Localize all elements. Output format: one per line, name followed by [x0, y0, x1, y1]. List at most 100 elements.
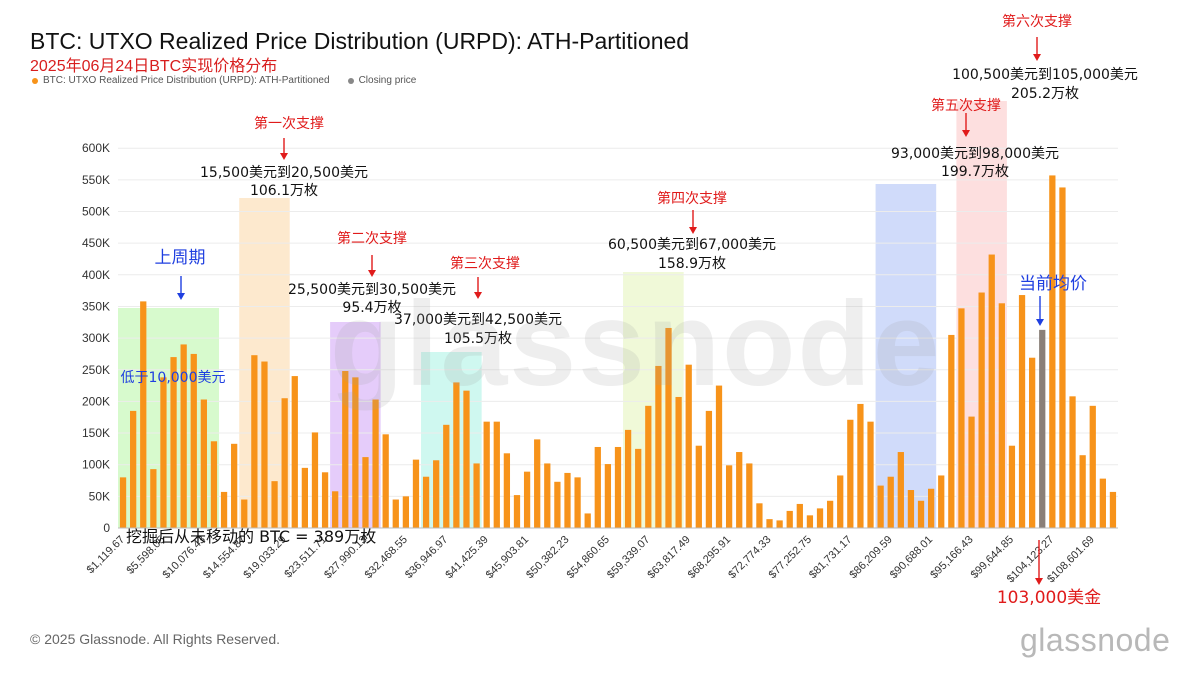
bar: [928, 488, 935, 528]
glassnode-logo: glassnode: [1020, 622, 1171, 658]
bar: [130, 410, 137, 528]
bar: [412, 459, 420, 528]
bar: [463, 390, 470, 528]
bar: [1069, 396, 1076, 528]
annotation-label: 106.1万枚: [250, 183, 318, 199]
bar: [231, 443, 238, 528]
bar: [473, 463, 480, 528]
annotation-label: 上周期: [155, 248, 206, 268]
bar: [150, 469, 157, 528]
y-tick-label: 50K: [89, 489, 110, 503]
x-tick-label: $1,119.67: [85, 534, 128, 577]
bar: [402, 496, 410, 528]
x-tick-label: $77,252.75: [767, 534, 814, 581]
annotation-label: 15,500美元到20,500美元: [200, 165, 368, 181]
legend-item-closing-price[interactable]: Closing price: [347, 75, 417, 86]
bar: [624, 429, 632, 528]
y-tick-label: 300K: [82, 331, 110, 345]
bar: [645, 405, 652, 528]
annotation-label: 103,000美金: [997, 588, 1101, 608]
bar: [1099, 478, 1106, 528]
bars: [119, 175, 1117, 529]
bar: [736, 452, 743, 528]
annotation-arrows: [177, 37, 1044, 585]
bar: [392, 499, 399, 528]
annotation-arrow-head: [177, 293, 185, 300]
bar: [483, 421, 490, 528]
bar: [513, 495, 521, 528]
bar: [968, 416, 975, 528]
bar: [291, 376, 298, 528]
annotation-arrow-head: [474, 292, 482, 299]
bar: [433, 460, 440, 528]
bar: [1029, 357, 1036, 528]
bar: [220, 491, 228, 528]
bar: [564, 472, 571, 528]
x-tick-label: $95,166.43: [928, 534, 975, 581]
x-tick-label: $54,860.65: [565, 534, 612, 581]
bar: [362, 457, 369, 528]
y-tick-label: 550K: [82, 173, 110, 187]
bar: [241, 499, 248, 528]
annotation-label: 第四次支撑: [657, 190, 727, 207]
closing-price-bar: [1039, 329, 1046, 528]
bar: [170, 357, 177, 528]
annotation-label: 105.5万枚: [444, 331, 512, 347]
bar: [594, 446, 601, 528]
bar: [180, 344, 187, 528]
y-tick-label: 350K: [82, 299, 110, 313]
bar: [857, 403, 864, 528]
annotation-arrow-head: [1036, 319, 1044, 326]
bar: [877, 485, 884, 528]
annotation-label: 205.2万枚: [1011, 86, 1079, 102]
annotation-arrow-head: [689, 227, 697, 234]
bar: [352, 377, 359, 528]
bar: [422, 476, 430, 528]
bar: [655, 365, 662, 528]
bar: [301, 467, 308, 528]
bar: [493, 421, 500, 528]
bar: [160, 377, 167, 528]
copyright: © 2025 Glassnode. All Rights Reserved.: [30, 631, 281, 647]
bar: [917, 500, 925, 528]
annotation-label: 第一次支撑: [254, 115, 324, 132]
annotation-arrow-head: [962, 130, 970, 137]
bar: [685, 364, 692, 528]
bar: [382, 434, 389, 528]
y-tick-label: 500K: [82, 205, 110, 219]
annotation-label: 199.7万枚: [941, 164, 1009, 180]
annotation-arrow-head: [1035, 578, 1043, 585]
bar: [867, 421, 874, 528]
bar: [261, 361, 268, 528]
bar: [271, 481, 278, 528]
legend-label-closing-price: Closing price: [358, 75, 417, 86]
x-tick-label: $68,295.91: [686, 534, 733, 581]
y-tick-label: 450K: [82, 236, 110, 250]
bar: [675, 396, 682, 528]
annotation-label: 挖掘后从未移动的 BTC = 389万枚: [126, 527, 376, 546]
bar: [776, 520, 783, 528]
bar: [321, 472, 329, 528]
bar: [1079, 455, 1086, 528]
bar: [453, 382, 460, 528]
bar: [281, 398, 288, 528]
bar: [786, 510, 793, 528]
bar: [1049, 175, 1056, 528]
bar: [544, 463, 551, 528]
bar: [554, 481, 561, 528]
bar: [806, 515, 814, 528]
y-tick-label: 600K: [82, 141, 110, 155]
bar: [372, 399, 379, 528]
annotation-label: 60,500美元到67,000美元: [608, 237, 776, 253]
bar: [948, 334, 955, 528]
legend-label-urpd: BTC: UTXO Realized Price Distribution (U…: [43, 75, 330, 86]
x-tick-label: $81,731.17: [807, 534, 854, 581]
bar: [523, 471, 531, 528]
bar: [715, 385, 723, 528]
annotation-label: 第三次支撑: [450, 255, 520, 272]
legend-item-urpd[interactable]: BTC: UTXO Realized Price Distribution (U…: [32, 75, 330, 86]
support-region-5: [623, 272, 684, 528]
support-region-6: [875, 184, 937, 528]
bar: [705, 410, 713, 528]
legend-dot-urpd: [32, 77, 38, 84]
